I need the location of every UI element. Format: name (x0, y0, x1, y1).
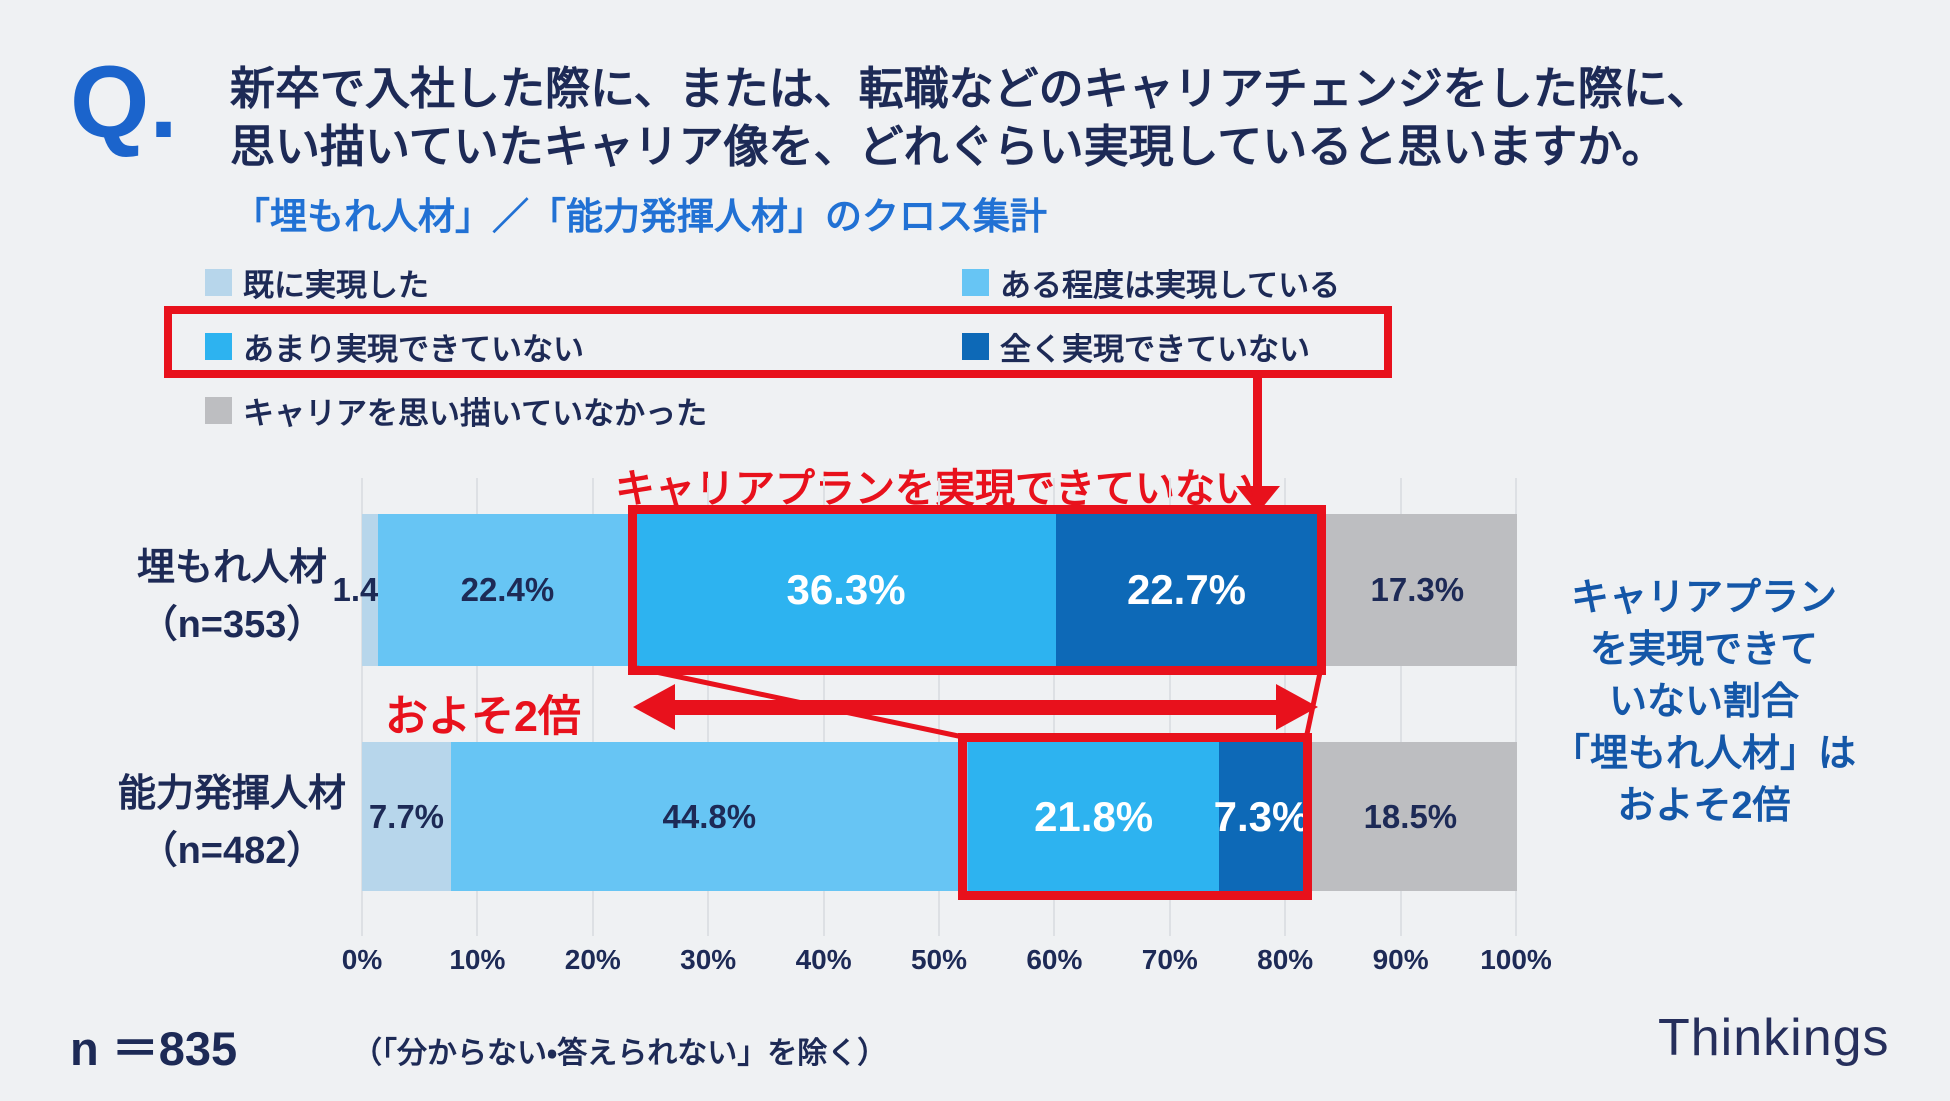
page-title: 新卒で入社した際に、または、転職などのキャリアチェンジをした際に、 思い描いてい… (230, 60, 1711, 176)
x-tick-label: 30% (680, 944, 737, 975)
bar-segment-value: 17.3% (1370, 571, 1465, 608)
bar1-highlight-box (628, 505, 1326, 675)
legend-chip-icon (205, 396, 232, 424)
bar-segment: 22.7% (1055, 514, 1318, 666)
legend-label: ある程度は実現している (1000, 267, 1341, 303)
gridline (591, 478, 594, 936)
x-tick-label: 60% (1026, 944, 1083, 975)
bar-segment-value: 22.4% (460, 571, 555, 608)
ratio-label: およそ2倍 (385, 693, 581, 741)
side-note-line: およそ2倍 (1617, 785, 1791, 827)
title-line-2: 思い描いていたキャリア像を、どれぐらい実現していると思いますか。 (230, 121, 1667, 172)
side-note-line: キャリアプラン (1570, 577, 1837, 619)
title-line-1: 新卒で入社した際に、または、転職などのキャリアチェンジをした際に、 (230, 63, 1712, 114)
category-label: 能力発揮人材 （n=482） (82, 766, 382, 880)
gridline (476, 478, 479, 936)
gridline (1399, 478, 1402, 936)
arrow-right-icon (1276, 684, 1318, 730)
legend-label: 既に実現した (243, 267, 429, 303)
x-tick-label: 20% (564, 944, 621, 975)
bar-segment: 18.5% (1303, 742, 1518, 891)
legend-highlight-box (164, 306, 1392, 378)
side-note-line: を実現できて (1589, 629, 1818, 671)
bar2-highlight-box (958, 733, 1312, 900)
bar-segment: 22.4% (378, 514, 637, 666)
legend-chip-icon (962, 332, 989, 360)
legend-chip-icon (205, 332, 232, 360)
legend-label: キャリアを思い描いていなかった (243, 395, 708, 431)
side-note-line: 「埋もれ人材」は (1551, 733, 1856, 775)
category-name: 能力発揮人材 (117, 773, 346, 815)
x-tick-label: 90% (1372, 944, 1429, 975)
gridline (361, 478, 363, 936)
bar-segment: 36.3% (636, 514, 1056, 666)
bar-segment-value: 22.7% (1126, 566, 1247, 613)
bar-segment: 44.8% (450, 742, 968, 891)
sample-size-note: （「分からない・答えられない」を除く） (352, 1037, 888, 1070)
bar-segment-value: 7.7% (368, 797, 445, 835)
bar-segment: 7.3% (1214, 742, 1309, 891)
bar-segment: 17.3% (1317, 514, 1518, 666)
legend-item-somewhat-realized: ある程度は実現している (962, 262, 1341, 303)
double-arrow-shaft (668, 700, 1284, 715)
bar-segment: 7.7% (362, 742, 451, 891)
legend-item-not-much-realized: あまり実現できていない (205, 326, 584, 367)
bar-segment: 21.8% (967, 742, 1220, 891)
arrow-left-icon (633, 684, 675, 730)
question-mark: Q. (70, 45, 178, 159)
x-tick-label: 40% (795, 944, 852, 975)
x-tick-label: 0% (341, 944, 383, 975)
legend-item-no-career-plan: キャリアを思い描いていなかった (205, 390, 708, 431)
thinkings-logo: Thinkings (1658, 1009, 1890, 1067)
category-sample-size: （n=482） (139, 830, 325, 872)
legend-label: 全く実現できていない (1000, 331, 1310, 367)
down-arrow-shaft (1253, 378, 1262, 488)
category-label: 埋もれ人材 （n=353） (82, 540, 382, 654)
subtitle: 「埋もれ人材」／「能力発揮人材」のクロス集計 (233, 196, 1047, 237)
bar-segment-value: 36.3% (786, 566, 906, 613)
highlight-callout-label: キャリアプランを実現できていない (615, 467, 1255, 511)
legend-label: あまり実現できていない (243, 331, 584, 367)
category-sample-size: （n=353） (139, 604, 325, 646)
legend-item-not-at-all-realized: 全く実現できていない (962, 326, 1310, 367)
x-tick-label: 100% (1480, 944, 1552, 975)
bar-segment-value: 7.3% (1213, 792, 1310, 840)
legend-chip-icon (205, 268, 232, 296)
legend-item-realized: 既に実現した (205, 262, 429, 303)
bar-row: 7.7% 44.8% 21.8% 7.3% 18.5% (362, 742, 1518, 891)
legend-chip-icon (962, 268, 989, 296)
x-tick-label: 70% (1141, 944, 1198, 975)
bar-segment-value: 44.8% (662, 797, 757, 835)
side-note: キャリアプラン を実現できて いない割合 「埋もれ人材」は およそ2倍 (1528, 572, 1880, 832)
side-note-line: いない割合 (1608, 681, 1799, 723)
x-tick-label: 80% (1257, 944, 1314, 975)
gridline (1515, 478, 1517, 936)
category-name: 埋もれ人材 (136, 547, 327, 589)
x-tick-label: 10% (449, 944, 506, 975)
sample-size-label: n ＝835 (70, 1022, 238, 1075)
x-tick-label: 50% (910, 944, 968, 975)
bar-segment-value: 18.5% (1363, 797, 1458, 835)
bar-row: 1.4% 22.4% 36.3% 22.7% 17.3% (332, 514, 1518, 666)
bar-segment-value: 21.8% (1034, 792, 1154, 840)
